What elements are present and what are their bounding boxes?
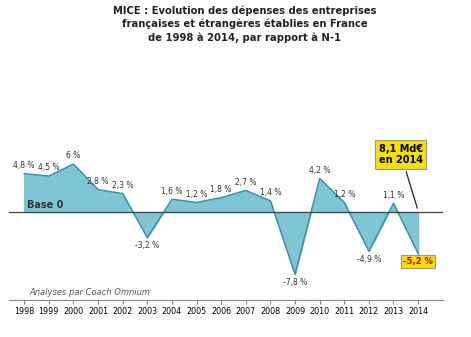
- Text: 6 %: 6 %: [66, 151, 81, 160]
- Text: 1,6 %: 1,6 %: [161, 187, 183, 195]
- Text: 4,8 %: 4,8 %: [14, 161, 35, 170]
- Text: 1,2 %: 1,2 %: [333, 190, 355, 199]
- Text: Base 0: Base 0: [27, 200, 63, 210]
- Text: 4,5 %: 4,5 %: [38, 163, 60, 173]
- Text: 1,1 %: 1,1 %: [383, 191, 404, 200]
- Text: 2,8 %: 2,8 %: [87, 177, 109, 186]
- Text: 4,2 %: 4,2 %: [309, 166, 330, 175]
- Text: 2,3 %: 2,3 %: [112, 181, 133, 190]
- Text: -3,2 %: -3,2 %: [135, 241, 159, 250]
- Text: Analyses par Coach Omnium: Analyses par Coach Omnium: [29, 288, 150, 297]
- Text: -4,9 %: -4,9 %: [357, 255, 381, 264]
- Text: 8,1 Md€
en 2014: 8,1 Md€ en 2014: [379, 144, 423, 208]
- Text: MICE : Evolution des dépenses des entreprises
françaises et étrangères établies : MICE : Evolution des dépenses des entrep…: [113, 5, 377, 43]
- Text: 1,2 %: 1,2 %: [186, 190, 207, 199]
- Text: -5,2 %: -5,2 %: [403, 257, 433, 266]
- Text: 1,4 %: 1,4 %: [260, 188, 281, 197]
- Text: 2,7 %: 2,7 %: [235, 178, 257, 187]
- Text: 1,8 %: 1,8 %: [211, 185, 232, 194]
- Text: -7,8 %: -7,8 %: [283, 278, 307, 287]
